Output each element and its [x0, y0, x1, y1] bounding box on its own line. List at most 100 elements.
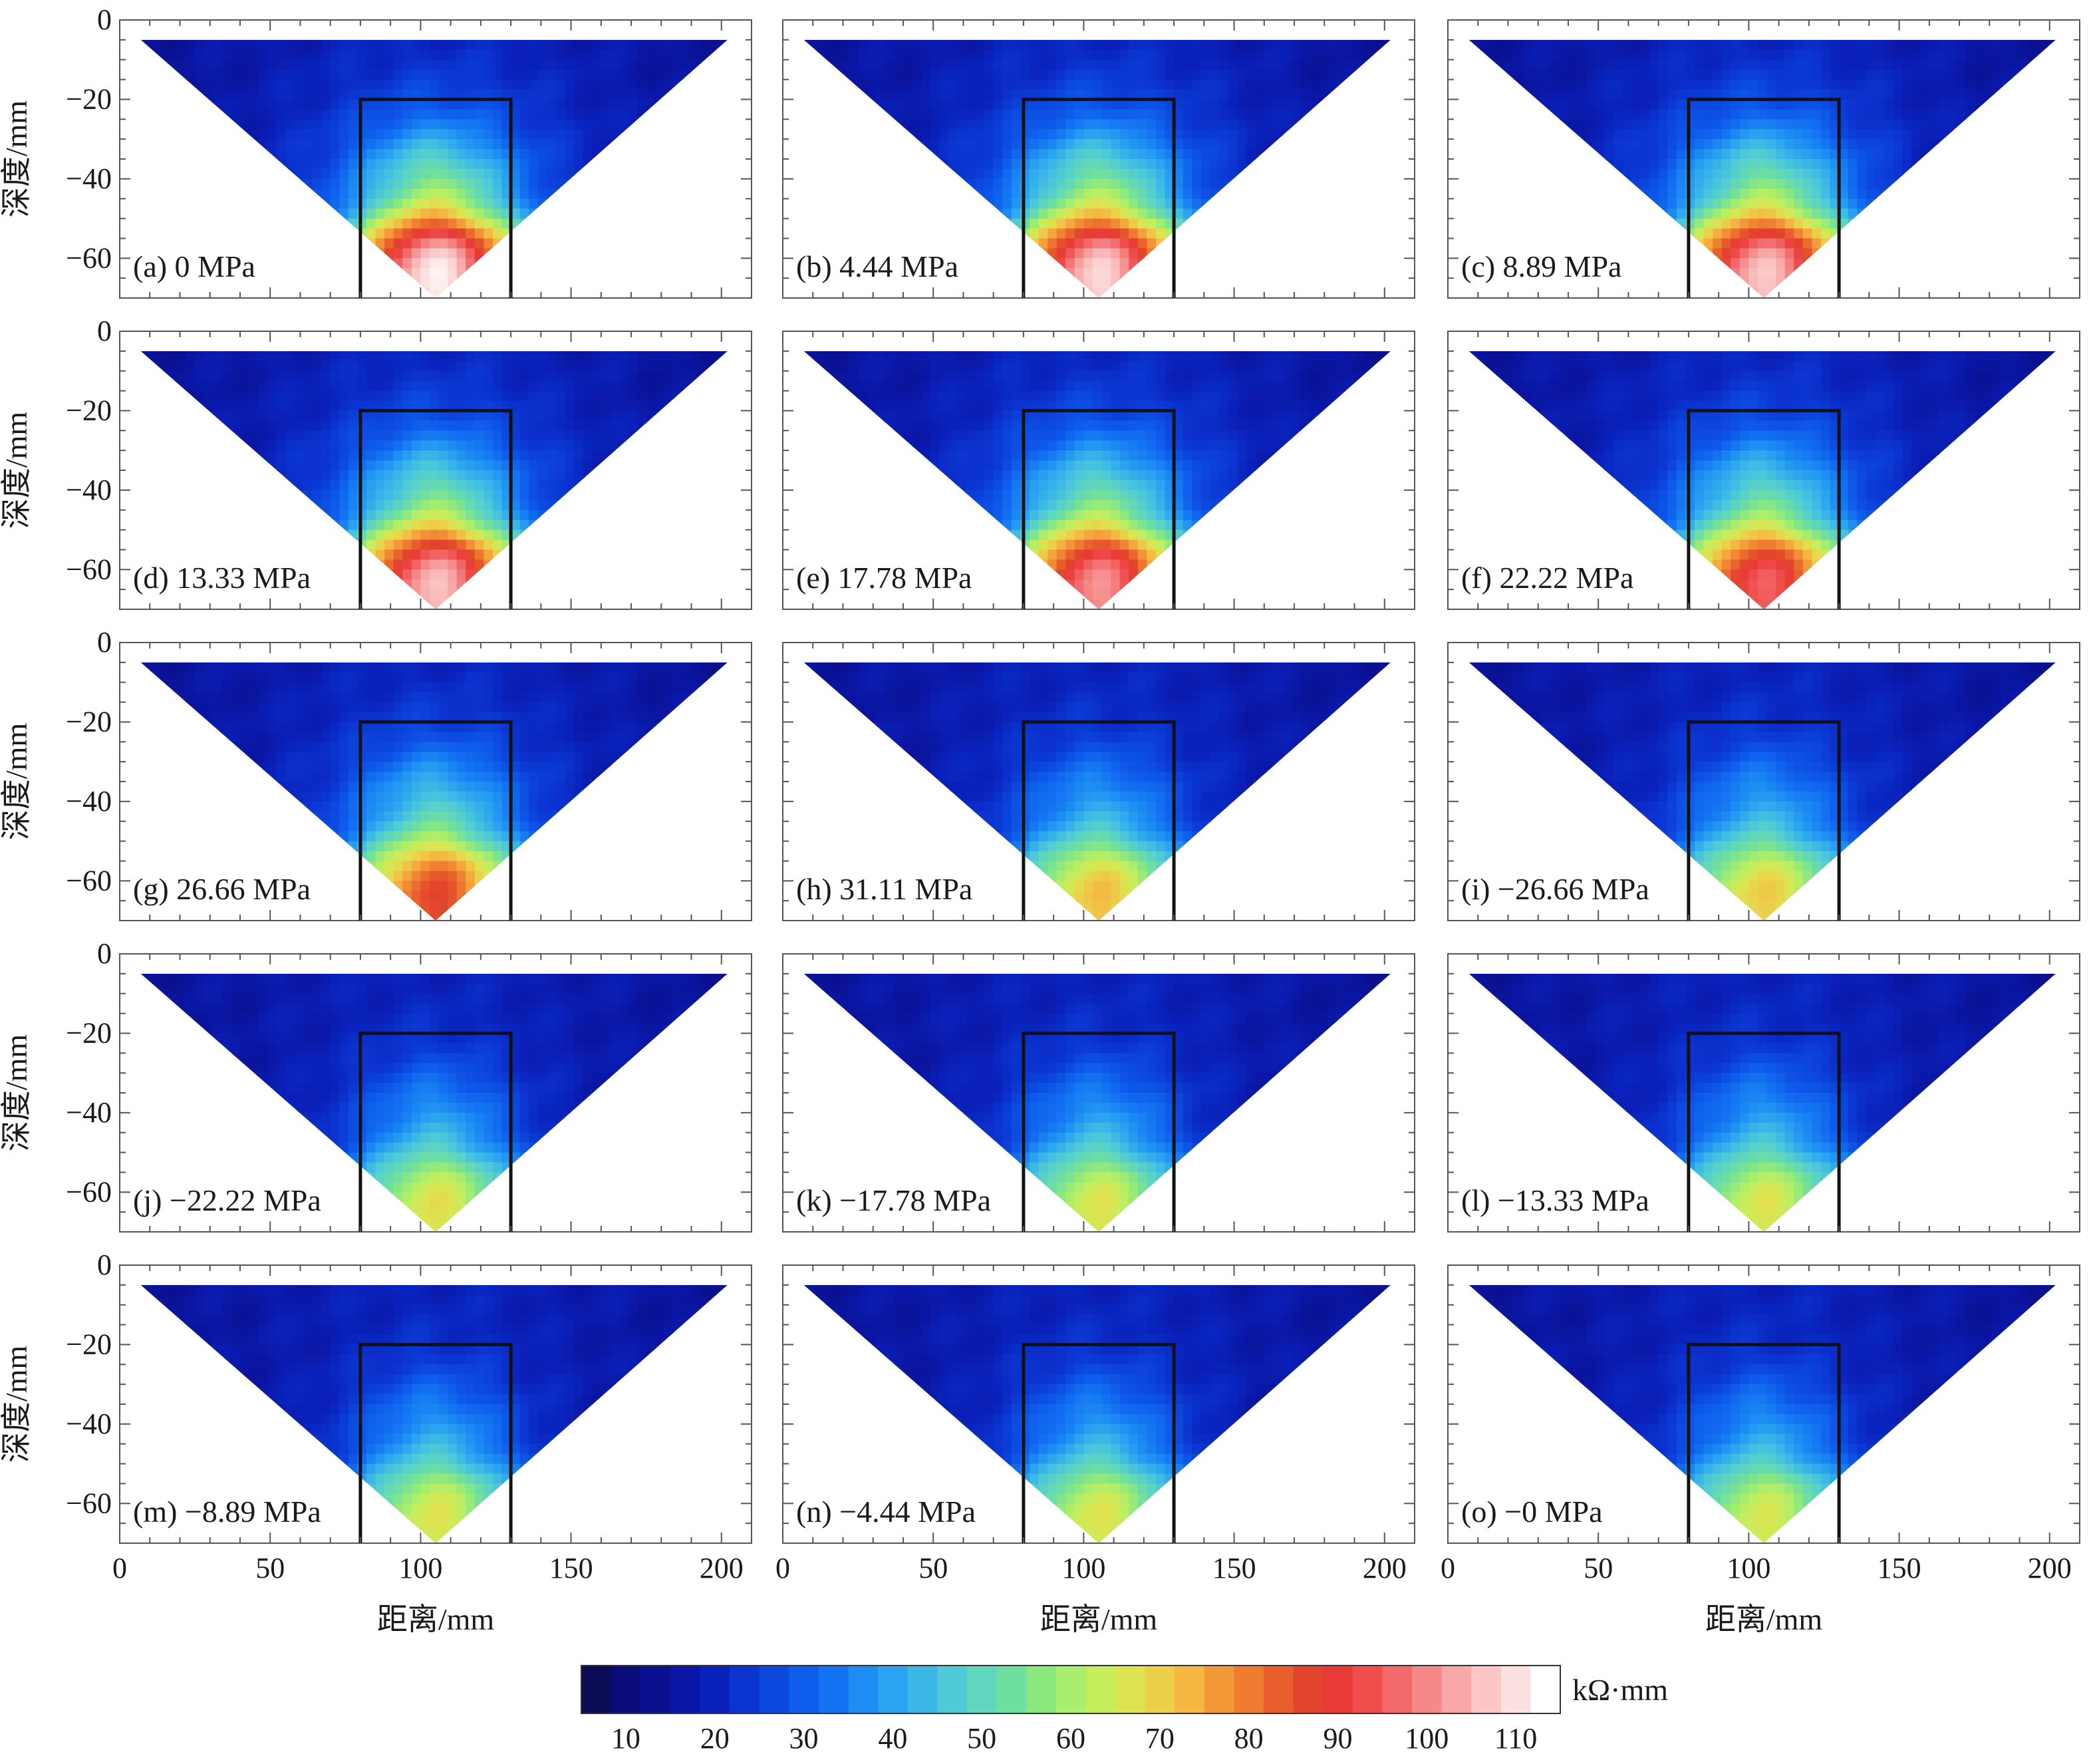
heatmap-cell: [312, 168, 322, 180]
heatmap-cell: [547, 129, 557, 140]
heatmap-cell: [240, 89, 250, 100]
heatmap-cell: [957, 198, 967, 210]
heatmap-cell: [267, 268, 277, 279]
heatmap-cell: [646, 268, 656, 279]
heatmap-cell: [1812, 109, 1822, 120]
heatmap-cell: [204, 198, 214, 210]
heatmap-cell: [529, 39, 539, 51]
heatmap-cell: [1111, 49, 1121, 61]
heatmap-cell: [1246, 79, 1256, 90]
heatmap-cell: [1468, 79, 1479, 90]
heatmap-cell: [1200, 159, 1211, 170]
heatmap-cell: [876, 109, 886, 120]
heatmap-cell: [393, 228, 404, 239]
heatmap-cell: [1667, 238, 1677, 249]
heatmap-cell: [348, 288, 358, 298]
heatmap-cell: [240, 59, 250, 71]
heatmap-cell: [529, 188, 539, 200]
heatmap-cell: [303, 89, 313, 100]
heatmap-cell: [1595, 109, 1606, 120]
heatmap-cell: [1830, 159, 1840, 170]
heatmap-cell: [673, 248, 683, 259]
heatmap-cell: [231, 79, 241, 90]
heatmap-cell: [592, 248, 602, 259]
heatmap-cell: [466, 268, 476, 279]
heatmap-cell: [1065, 278, 1075, 289]
heatmap-cell: [1685, 89, 1695, 100]
heatmap-cell: [1156, 288, 1166, 298]
heatmap-cell: [221, 149, 232, 160]
heatmap-cell: [1794, 198, 1804, 210]
heatmap-cell: [912, 238, 922, 249]
heatmap-cell: [1812, 268, 1822, 279]
heatmap-cell: [420, 268, 430, 279]
heatmap-cell: [655, 248, 665, 259]
heatmap-cell: [375, 198, 385, 210]
heatmap-cell: [1093, 89, 1103, 100]
heatmap-cell: [448, 218, 458, 229]
heatmap-cell: [1821, 149, 1831, 160]
heatmap-cell: [975, 268, 985, 279]
heatmap-cell: [420, 228, 430, 239]
heatmap-cell: [1345, 79, 1355, 90]
heatmap-cell: [655, 89, 665, 100]
heatmap-cell: [321, 109, 331, 120]
heatmap-cell: [1902, 129, 1912, 140]
heatmap-cell: [231, 149, 241, 160]
heatmap-cell: [493, 99, 503, 110]
heatmap-cell: [682, 39, 692, 51]
heatmap-cell: [1056, 278, 1067, 289]
heatmap-cell: [140, 178, 151, 190]
heatmap-cell: [1947, 258, 1957, 269]
heatmap-cell: [1468, 288, 1479, 298]
heatmap-cell: [501, 109, 511, 120]
heatmap-cell: [1713, 228, 1723, 239]
heatmap-cell: [221, 69, 232, 80]
heatmap-cell: [700, 159, 710, 170]
heatmap-cell: [1676, 119, 1687, 130]
heatmap-cell: [1947, 59, 1957, 71]
heatmap-cell: [1848, 149, 1858, 160]
heatmap-cell: [1056, 268, 1067, 279]
heatmap-cell: [1246, 218, 1256, 229]
heatmap-cell: [1568, 69, 1578, 80]
heatmap-cell: [601, 69, 611, 80]
heatmap-cell: [1219, 228, 1229, 239]
heatmap-cell: [312, 178, 322, 190]
heatmap-cell: [1228, 49, 1238, 61]
heatmap-cell: [1282, 129, 1292, 140]
heatmap-cell: [939, 188, 949, 200]
heatmap-cell: [249, 208, 259, 220]
heatmap-cell: [1965, 79, 1975, 90]
heatmap-cell: [1048, 218, 1057, 229]
heatmap-cell: [664, 198, 674, 210]
heatmap-cell: [1857, 79, 1867, 90]
heatmap-cell: [158, 208, 169, 220]
heatmap-cell: [1183, 109, 1193, 120]
heatmap-cell: [1713, 59, 1723, 71]
heatmap-cell: [547, 188, 557, 200]
heatmap-cell: [547, 198, 557, 210]
heatmap-cell: [1947, 218, 1957, 229]
heatmap-cell: [948, 69, 958, 80]
heatmap-cell: [601, 79, 611, 90]
heatmap-cell: [1911, 258, 1921, 269]
panel-label: (a) 0 MPa: [133, 249, 255, 283]
heatmap-cell: [574, 198, 584, 210]
heatmap-cell: [150, 238, 160, 249]
heatmap-cell: [330, 198, 341, 210]
heatmap-cell: [1731, 258, 1741, 269]
heatmap-cell: [709, 268, 720, 279]
heatmap-cell: [1929, 288, 1939, 298]
heatmap-cell: [474, 39, 485, 51]
heatmap-cell: [1002, 149, 1012, 160]
heatmap-cell: [1048, 168, 1057, 180]
heatmap-cell: [285, 69, 295, 80]
heatmap-cell: [150, 159, 160, 170]
heatmap-cell: [1345, 168, 1355, 180]
heatmap-cell: [1282, 49, 1292, 61]
heatmap-cell: [984, 178, 994, 190]
heatmap-cell: [1532, 89, 1542, 100]
heatmap-cell: [1902, 139, 1912, 150]
heatmap-cell: [1731, 188, 1741, 200]
